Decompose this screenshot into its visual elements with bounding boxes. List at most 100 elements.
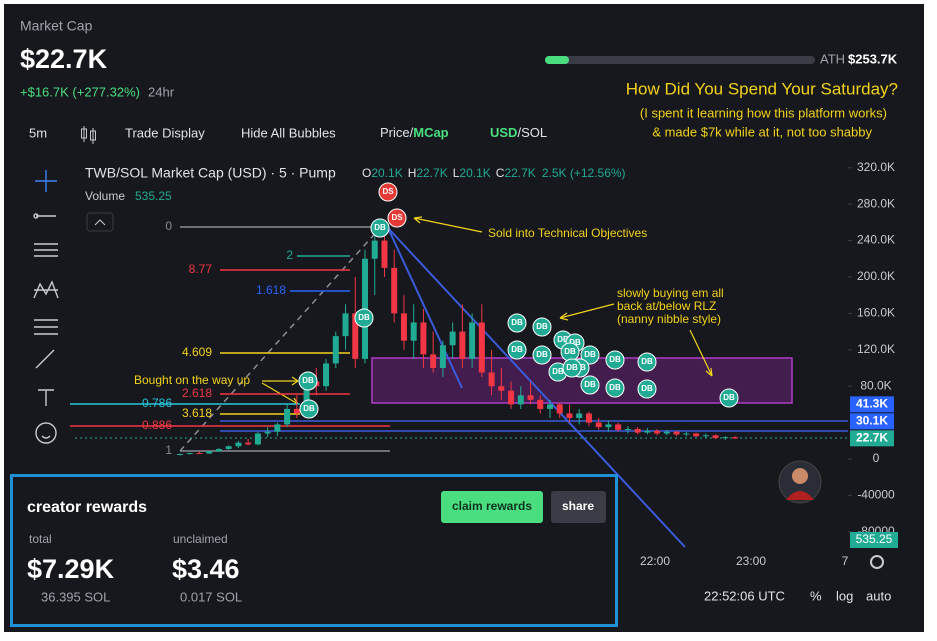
candle-body: [634, 428, 641, 433]
trade-bubble-label: DB: [584, 380, 596, 389]
candle-body: [517, 395, 524, 405]
x-tick-label: 22:00: [640, 554, 670, 568]
trade-bubble[interactable]: [299, 399, 319, 419]
trade-bubble-label: DB: [564, 347, 576, 356]
trade-bubble[interactable]: [378, 182, 398, 202]
trade-bubble-label: DB: [374, 223, 386, 232]
trade-bubble-label: DB: [641, 384, 653, 393]
candle-body: [537, 399, 544, 409]
ohlc-legend: O20.1K H22.7K L20.1K C22.7K 2.5K (+12.56%): [362, 166, 626, 180]
trade-bubble[interactable]: [532, 345, 552, 365]
trade-bubble[interactable]: [387, 208, 407, 228]
candle-body: [352, 313, 359, 359]
candle-body: [225, 446, 232, 449]
candle-body: [722, 437, 729, 439]
candle-body: [663, 431, 670, 434]
collapse-button[interactable]: [86, 212, 114, 232]
candle-body: [430, 354, 437, 368]
pattern-icon: [33, 280, 59, 299]
ohlc-key: H: [408, 166, 417, 180]
annotation: back at/below RLZ: [617, 299, 716, 313]
fib-label: 2.618: [182, 386, 212, 400]
candle-body: [323, 363, 330, 387]
price-tag: [850, 413, 894, 430]
trade-bubble[interactable]: [354, 308, 374, 328]
emoji-icon: [41, 435, 51, 439]
annotation: slowly buying em all: [617, 286, 724, 300]
trade-display-button[interactable]: Trade Display: [125, 125, 205, 140]
candle-body: [215, 448, 222, 452]
trade-bubble-label: DS: [391, 213, 403, 222]
trade-bubble[interactable]: [507, 340, 527, 360]
trade-bubble[interactable]: [507, 313, 527, 333]
emoji-icon: [35, 422, 57, 444]
chart-title: TWB/SOL Market Cap (USD) · 5 · Pump: [85, 165, 336, 181]
market-cap-value: $22.7K: [20, 44, 108, 74]
settings-icon[interactable]: [870, 555, 884, 569]
trade-bubble-label: DB: [584, 350, 596, 359]
candle-body: [615, 424, 622, 430]
trade-bubble[interactable]: [719, 388, 739, 408]
text-icon: [38, 389, 54, 406]
candle-body: [478, 322, 485, 373]
trade-bubble[interactable]: [580, 345, 600, 365]
trade-bubble[interactable]: [532, 317, 552, 337]
fib-label: 3.618: [182, 406, 212, 420]
claim-label: claim rewards: [452, 499, 532, 513]
volume-tag: [850, 532, 898, 548]
trade-bubble[interactable]: [562, 358, 582, 378]
trade-bubble[interactable]: [637, 379, 657, 399]
share-button[interactable]: [551, 491, 606, 523]
ohlc-value: 20.1K: [371, 166, 402, 180]
fib-label: 0.786: [142, 396, 172, 410]
promo-title: How Did You Spend Your Saturday?: [626, 79, 898, 98]
y-tick-label: -40000: [857, 488, 895, 502]
fib-icon: [34, 319, 58, 335]
interval-button[interactable]: 5m: [29, 125, 47, 140]
ohlc-change: 2.5K (+12.56%): [542, 166, 626, 180]
currency-toggle[interactable]: USD/SOL: [490, 125, 547, 140]
trade-bubble-label: DB: [557, 335, 569, 344]
log-toggle[interactable]: log: [836, 588, 853, 603]
trade-bubble[interactable]: [370, 218, 390, 238]
trade-bubble[interactable]: [605, 378, 625, 398]
x-tick-label: 23:00: [736, 554, 766, 568]
fib-diagonal: [179, 227, 381, 452]
candle-body: [693, 433, 700, 437]
price-mcap-toggle[interactable]: Price/MCap: [380, 125, 449, 140]
percent-toggle[interactable]: %: [810, 588, 822, 603]
trade-bubble[interactable]: [298, 371, 318, 391]
trade-bubble[interactable]: [605, 350, 625, 370]
candle-body: [498, 386, 505, 391]
trade-bubble[interactable]: [637, 352, 657, 372]
unclaimed-value: $3.46: [172, 554, 240, 584]
candle-body: [186, 453, 193, 455]
candle-body: [585, 413, 592, 423]
candle-body: [654, 430, 661, 434]
annotation: Sold into Technical Objectives: [488, 226, 647, 240]
candle-body: [342, 313, 349, 337]
trade-bubble-label: DB: [566, 363, 578, 372]
avatar-body: [786, 491, 814, 500]
trade-bubble[interactable]: [580, 375, 600, 395]
candle-body: [274, 424, 281, 432]
y-tick-label: 120.0K: [857, 342, 895, 356]
candle-body: [566, 413, 573, 419]
hide-bubbles-button[interactable]: Hide All Bubbles: [241, 125, 336, 140]
auto-toggle[interactable]: auto: [866, 588, 891, 603]
y-tick-label: 280.0K: [857, 196, 895, 210]
channel-icon: [34, 243, 58, 257]
unclaimed-sol: 0.017 SOL: [180, 589, 242, 604]
change-period: 24hr: [148, 84, 175, 99]
candle-body: [196, 453, 203, 455]
claim-button[interactable]: [441, 491, 543, 523]
line-icon: [33, 213, 39, 219]
candle-body: [420, 322, 427, 355]
fib-label: 1.618: [256, 283, 286, 297]
candle-body: [206, 451, 213, 454]
candle-body: [624, 428, 631, 430]
ohlc-key: O: [362, 166, 371, 180]
usd-option: USD: [490, 125, 517, 140]
trade-bubble-label: DS: [382, 187, 394, 196]
trade-bubble-label: DB: [609, 383, 621, 392]
